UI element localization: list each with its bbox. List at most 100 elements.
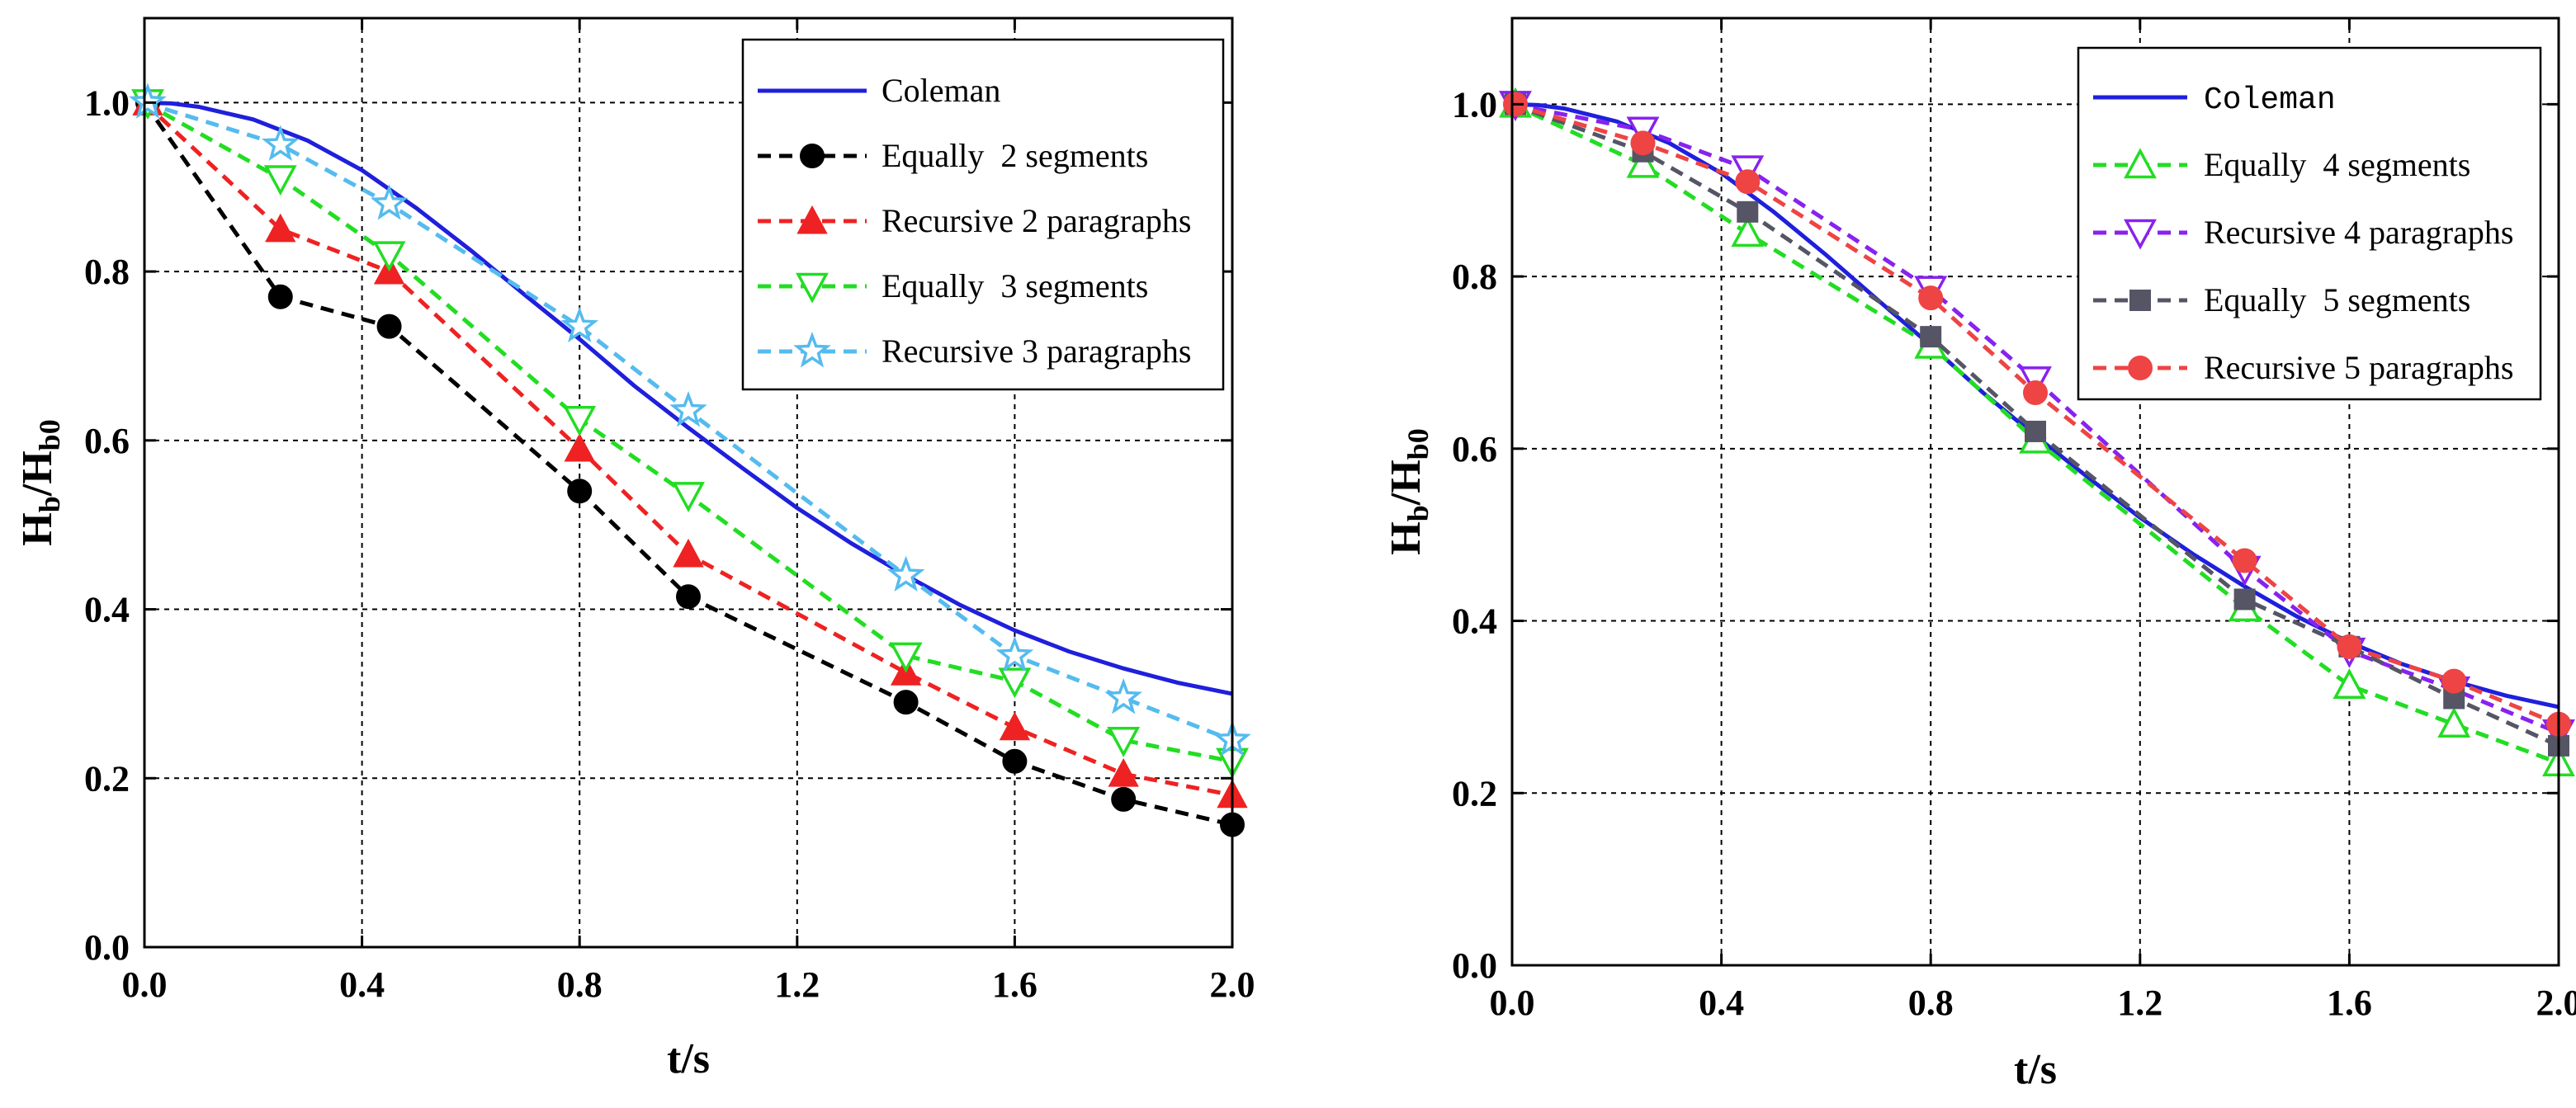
x-axis-label: t/s — [667, 1035, 710, 1082]
data-point — [370, 184, 409, 220]
data-point — [560, 306, 599, 343]
data-point — [567, 479, 593, 504]
x-tick-label: 1.6 — [2327, 983, 2372, 1023]
legend-marker — [2124, 148, 2157, 179]
data-point — [1737, 200, 1759, 223]
data-point — [2437, 707, 2471, 738]
data-point — [886, 555, 925, 592]
legend-marker — [793, 332, 831, 368]
legend-label: Coleman — [2204, 83, 2336, 118]
legend-marker — [2128, 356, 2153, 380]
y-label-text: /H — [14, 450, 61, 497]
legend-item-3: Recursive 2 paragraphs — [758, 202, 1191, 239]
data-point — [2333, 668, 2366, 700]
y-tick-label: 0.0 — [84, 927, 130, 968]
data-point — [672, 482, 705, 513]
data-point — [676, 584, 701, 610]
y-tick-label: 0.4 — [84, 590, 130, 630]
y-label-text: H — [14, 512, 61, 545]
data-point — [1731, 216, 1765, 248]
data-point — [2337, 634, 2362, 659]
legend-item-4: Equally 5 segments — [2093, 281, 2470, 318]
data-point — [263, 165, 297, 196]
data-point — [1626, 147, 1660, 178]
data-point — [998, 667, 1032, 699]
legend: Coleman Equally 2 segments Recursive 2 par… — [741, 38, 1225, 391]
x-tick-label: 2.0 — [1210, 964, 1255, 1005]
x-tick-label: 1.2 — [774, 964, 820, 1005]
data-point — [563, 406, 597, 436]
chart-2: 0.0 0.4 0.8 1.2 1.6 2.0 0.0 0.2 0.4 0.6 0.8 1.0 t/s H… — [1383, 17, 2576, 1093]
data-point — [1918, 285, 1944, 311]
legend-item-5: Recursive 3 paragraphs — [758, 332, 1191, 370]
y-tick-label: 0.2 — [84, 758, 130, 799]
y-tick-label: 0.0 — [1452, 945, 1497, 986]
legend-item-4: Equally 3 segments — [758, 267, 1148, 304]
y-tick-label: 0.6 — [84, 421, 130, 461]
y-tick-label: 0.6 — [1452, 429, 1497, 469]
legend-box — [2077, 46, 2542, 401]
data-point — [1104, 677, 1143, 714]
data-point — [1107, 727, 1141, 757]
y-axis-label: Hb/Hb0 — [14, 419, 66, 545]
data-point — [999, 711, 1031, 741]
x-axis-label: t/s — [2014, 1046, 2057, 1093]
data-point — [2025, 420, 2046, 442]
chart-1: 0.0 0.4 0.8 1.2 1.6 2.0 0.0 0.2 0.4 0.6 0.8 1.0 t/s H… — [14, 17, 1255, 1082]
legend-marker — [796, 272, 829, 304]
data-point — [669, 391, 707, 427]
series-4 — [131, 89, 1249, 779]
legend-item-5: Recursive 5 paragraphs — [2093, 349, 2513, 386]
legend-item-2: Equally 4 segments — [2093, 146, 2470, 183]
y-label-subscript: b0 — [33, 419, 66, 450]
x-tick-label: 0.8 — [557, 964, 603, 1005]
y-label-subscript: b — [33, 496, 66, 512]
data-point — [1111, 786, 1137, 812]
y-tick-label: 0.4 — [1452, 601, 1497, 642]
x-tick-label: 0.4 — [1699, 983, 1744, 1023]
data-point — [261, 125, 300, 161]
legend-item-1: Coleman — [758, 72, 1000, 109]
y-label-subscript: b — [1401, 505, 1435, 521]
data-point — [1630, 130, 1656, 156]
legend-marker — [2124, 219, 2157, 250]
legend: Coleman Equally 4 segments Recursive 4 par… — [2077, 46, 2542, 401]
data-point — [1920, 326, 1942, 348]
x-tick-label: 0.0 — [1490, 983, 1535, 1023]
legend-item-2: Equally 2 segments — [758, 137, 1148, 174]
plot-frame — [1510, 17, 2560, 967]
legend-label: Recursive 4 paragraphs — [2204, 214, 2513, 251]
data-point — [2232, 548, 2257, 573]
series-2 — [135, 90, 1245, 837]
y-label-subscript: b0 — [1401, 428, 1435, 460]
legend-marker — [800, 144, 825, 168]
legend-label: Equally 3 segments — [882, 267, 1148, 304]
y-tick-label: 0.8 — [84, 252, 130, 292]
data-point — [376, 314, 402, 339]
data-point — [564, 432, 595, 462]
data-point — [893, 690, 919, 715]
legend-label: Coleman — [882, 72, 1000, 109]
x-tick-label: 0.0 — [122, 964, 168, 1005]
data-point — [673, 538, 704, 568]
data-point — [267, 284, 293, 309]
y-tick-label: 1.0 — [84, 83, 130, 123]
data-point — [2441, 668, 2467, 694]
data-point — [889, 642, 923, 673]
legend-marker — [796, 205, 828, 234]
legend-label: Equally 5 segments — [2204, 281, 2470, 318]
legend-label: Recursive 2 paragraphs — [882, 202, 1191, 239]
data-point — [2233, 588, 2256, 611]
legend-item-1: Coleman — [2093, 83, 2336, 118]
data-point — [1108, 758, 1139, 787]
data-point — [1735, 169, 1761, 195]
y-tick-label: 0.8 — [1452, 257, 1497, 297]
legend-item-3: Recursive 4 paragraphs — [2093, 214, 2513, 251]
y-tick-label: 0.2 — [1452, 773, 1497, 813]
legend-box — [741, 38, 1225, 391]
y-tick-label: 1.0 — [1452, 84, 1497, 125]
data-point — [129, 83, 167, 119]
data-point — [995, 635, 1034, 672]
y-axis-label: Hb/Hb0 — [1383, 428, 1435, 554]
